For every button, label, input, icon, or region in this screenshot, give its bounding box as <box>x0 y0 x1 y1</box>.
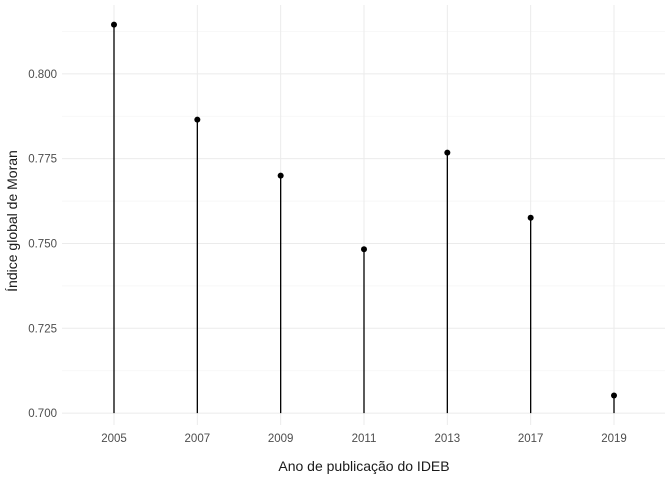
y-tick-label: 0.700 <box>28 408 57 420</box>
x-axis-title: Ano de publicação do IDEB <box>278 458 449 474</box>
lollipop-point <box>527 214 534 221</box>
lollipop-point <box>277 172 284 179</box>
x-tick-label: 2017 <box>518 433 544 445</box>
lollipop-points <box>111 21 617 399</box>
y-tick-label: 0.725 <box>28 323 57 335</box>
y-tick-label: 0.800 <box>28 69 57 81</box>
x-tick-label: 2013 <box>435 433 461 445</box>
lollipop-point <box>361 246 367 253</box>
lollipop-point <box>111 21 117 28</box>
x-tick-label: 2007 <box>185 433 211 445</box>
y-tick-labels: 0.700 0.725 0.750 0.775 0.800 <box>28 69 57 420</box>
y-tick-label: 0.750 <box>28 238 57 250</box>
x-tick-labels: 2005 2007 2009 2011 2013 2017 2019 <box>101 433 627 445</box>
lollipop-segments <box>113 24 615 414</box>
x-tick-label: 2005 <box>101 433 127 445</box>
lollipop-point <box>611 392 617 399</box>
x-tick-label: 2019 <box>601 433 627 445</box>
y-axis-title: Índice global de Moran <box>4 150 20 292</box>
lollipop-point <box>194 116 201 123</box>
x-tick-label: 2011 <box>352 433 377 445</box>
y-tick-label: 0.775 <box>28 154 57 166</box>
lollipop-point <box>444 149 451 156</box>
x-tick-label: 2009 <box>268 433 294 445</box>
